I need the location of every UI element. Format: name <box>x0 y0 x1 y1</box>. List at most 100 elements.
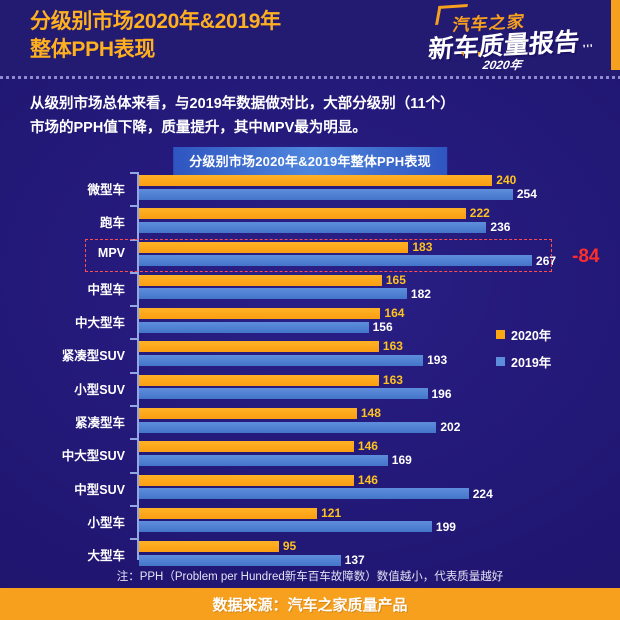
axis-tick <box>130 438 137 441</box>
value-label-2019: 137 <box>344 553 365 568</box>
bar-2020 <box>139 441 354 453</box>
legend-label: 2019年 <box>511 356 552 370</box>
bar-2019 <box>139 321 369 333</box>
bar-2019 <box>139 554 341 566</box>
value-label-2020: 165 <box>385 272 406 287</box>
page-title-line2: 整体PPH表现 <box>30 38 156 61</box>
legend-item: 2020年 <box>496 325 551 344</box>
category-label: 中大型SUV <box>61 449 125 464</box>
axis-tick <box>130 371 137 374</box>
bar-2019 <box>139 288 407 300</box>
chart-row: 紧凑型SUV 163 193 <box>0 338 620 371</box>
legend-swatch-icon <box>496 330 505 339</box>
category-label: 小型SUV <box>74 382 125 397</box>
bar-2020 <box>139 308 381 320</box>
chart-row: 小型车 121 199 <box>0 504 620 538</box>
value-label-2020: 163 <box>382 339 403 354</box>
highlight-delta-label: -84 <box>572 246 600 267</box>
header-divider <box>0 76 620 79</box>
value-label-2019: 254 <box>516 187 537 201</box>
value-label-2019: 202 <box>440 420 461 435</box>
axis-tick <box>130 405 137 408</box>
value-label-2020: 164 <box>384 306 405 321</box>
category-label: 中型SUV <box>74 482 125 497</box>
axis-tick <box>130 271 137 274</box>
category-label: 小型车 <box>87 515 125 530</box>
bar-2020 <box>139 241 409 253</box>
axis-tick <box>130 205 137 208</box>
bar-2020 <box>139 507 318 519</box>
bar-2019 <box>139 388 428 400</box>
value-label-2019: 236 <box>490 220 511 235</box>
category-label: 大型车 <box>87 549 125 564</box>
bar-2020 <box>139 175 493 186</box>
brand-logo: 汽车之家 新车质量报告 ''' 2020年 <box>423 3 598 75</box>
value-label-2019: 196 <box>431 386 452 401</box>
value-label-2020: 121 <box>321 505 342 520</box>
page-title: 分级别市场2020年&2019年 整体PPH表现 <box>30 8 410 64</box>
legend-label: 2020年 <box>511 329 552 343</box>
value-label-2020: 163 <box>382 372 403 387</box>
header-accent-strip <box>611 0 620 70</box>
chart-row: 大型车 95 137 <box>0 538 620 571</box>
bar-2019 <box>139 188 513 200</box>
bar-2020 <box>139 208 466 220</box>
chart-note: 注：PPH（Problem per Hundred新车百车故障数）数值越小，代表… <box>116 571 504 583</box>
value-label-2019: 169 <box>391 453 412 468</box>
axis-tick <box>130 305 137 308</box>
axis-tick <box>130 338 137 341</box>
logo-year-text: 2020年 <box>481 58 523 72</box>
bar-2019 <box>139 454 388 466</box>
footer-source-text: 数据来源：汽车之家质量产品 <box>212 596 408 614</box>
category-label: 跑车 <box>99 216 125 231</box>
category-label: 紧凑型SUV <box>61 349 125 364</box>
axis-tick <box>130 471 137 474</box>
value-label-2020: 148 <box>360 406 381 421</box>
chart-y-axis <box>137 172 139 560</box>
category-label: 紧凑型车 <box>74 416 125 431</box>
bar-2020 <box>139 341 379 353</box>
chart-rows: 微型车 240 254 跑车 222 236 MPV 183 267 中型车 165 182 中大型车 1… <box>0 172 620 572</box>
chart-legend: 2020年 2019年 <box>496 325 551 379</box>
bar-2019 <box>139 521 432 533</box>
value-label-2020: 146 <box>357 439 378 454</box>
summary-line1: 从级别市场总体来看，与2019年数据做对比，大部分级别（11个） <box>30 96 455 112</box>
bar-2019 <box>139 354 424 366</box>
bar-2019 <box>139 488 469 500</box>
value-label-2019: 224 <box>472 486 493 501</box>
bar-2020 <box>139 474 354 486</box>
category-label: 微型车 <box>87 183 125 197</box>
value-label-2020: 222 <box>469 206 490 221</box>
chart-title-banner: 分级别市场2020年&2019年整体PPH表现 <box>173 147 447 175</box>
chart-row: 中大型SUV 146 169 <box>0 438 620 471</box>
value-label-2020: 240 <box>496 173 517 187</box>
value-label-2020: 146 <box>357 472 378 487</box>
bar-2019 <box>139 255 533 267</box>
value-label-2019: 199 <box>435 519 456 534</box>
chart-row: 中型车 165 182 <box>0 271 620 305</box>
legend-item: 2019年 <box>496 352 551 371</box>
page-footer: 数据来源：汽车之家质量产品 <box>0 588 620 620</box>
axis-tick <box>130 538 137 541</box>
bar-2020 <box>139 541 279 553</box>
axis-tick <box>130 172 137 174</box>
logo-ticks-icon: ''' <box>582 42 595 56</box>
bar-2020 <box>139 274 382 286</box>
value-label-2019: 156 <box>372 320 393 335</box>
category-label: 中大型车 <box>74 316 125 331</box>
summary-line2: 市场的PPH值下降，质量提升，其中MPV最为明显。 <box>30 120 367 136</box>
bar-2019 <box>139 421 437 433</box>
legend-swatch-icon <box>496 357 505 366</box>
category-label: 中型车 <box>87 282 125 297</box>
axis-tick <box>130 504 137 507</box>
value-label-2020: 95 <box>282 539 297 554</box>
bar-2020 <box>139 408 357 420</box>
chart-row: 微型车 240 254 <box>0 172 620 205</box>
chart-row: 中型SUV 146 224 <box>0 471 620 505</box>
value-label-2019: 193 <box>427 353 448 368</box>
value-label-2019: 182 <box>410 286 431 301</box>
category-label: MPV <box>97 245 125 260</box>
value-label-2020: 183 <box>412 239 433 254</box>
page-title-line1: 分级别市场2020年&2019年 <box>30 10 281 33</box>
